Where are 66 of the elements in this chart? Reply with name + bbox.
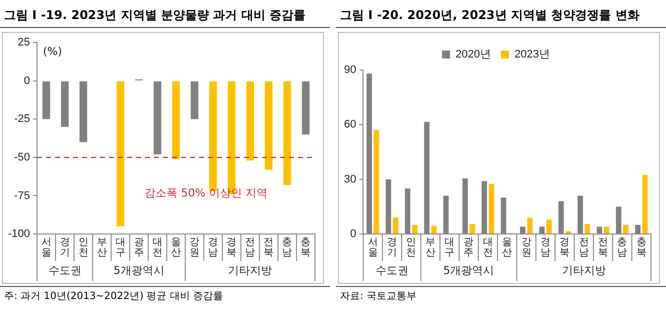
x-tick-label: 인천 [406, 237, 416, 258]
text: 5개광역시 [113, 264, 164, 277]
x-tick-label: 서울 [41, 237, 52, 258]
y-tick-label: 25 [18, 36, 30, 49]
legend-label: 2020년 [456, 48, 492, 61]
bar [546, 219, 552, 234]
y-tick-label: -50 [14, 151, 30, 164]
x-tick-label: 경남 [540, 237, 550, 258]
x-tick-label: 경기 [60, 237, 70, 258]
y-tick-label: -75 [14, 190, 30, 202]
bar [604, 226, 610, 234]
y-tick-label: 0 [350, 228, 356, 240]
bar [527, 218, 533, 234]
text: 기타지방 [228, 264, 272, 277]
legend-label: 2023년 [514, 48, 550, 61]
x-tick-label: 대전 [152, 237, 162, 258]
x-tick-label: 강원 [521, 237, 532, 258]
bar [392, 218, 398, 234]
bar [374, 130, 380, 234]
x-tick-label: 대전 [482, 237, 493, 258]
x-tick-label: 경기 [387, 237, 398, 258]
text: 자료: 국토교통부 [336, 287, 666, 305]
bar [488, 184, 494, 234]
chart-title: 그림 I -19. 2023년 지역별 분양물량 과거 대비 증감률 [0, 4, 330, 28]
bar [584, 224, 590, 234]
y-tick-label: 0 [24, 74, 30, 87]
x-tick-label: 강원 [190, 237, 200, 258]
y-axis-title: (%) [43, 44, 62, 58]
x-tick-label: 대구 [115, 237, 126, 258]
x-tick-label: 광주 [134, 237, 144, 258]
x-tick-label: 전북 [598, 237, 608, 258]
text: 수도권 [376, 264, 409, 277]
bar [642, 174, 648, 234]
x-tick-label: 경북 [226, 237, 237, 258]
x-tick-label: 대구 [444, 237, 455, 258]
text: 5개광역시 [443, 264, 494, 277]
chart-title: 그림 I -20. 2020년, 2023년 지역별 청약경쟁률 변화 [336, 4, 666, 28]
x-tick-label: 경남 [208, 237, 218, 258]
x-tick-label: 충남 [617, 237, 628, 258]
x-tick-label: 서울 [368, 237, 378, 258]
y-tick-label: -100 [8, 228, 30, 240]
x-tick-label: 울산 [171, 237, 182, 258]
x-tick-label: 인천 [78, 237, 88, 258]
y-tick-label: 60 [344, 118, 356, 131]
x-tick-label: 충북 [636, 237, 646, 258]
x-tick-label: 전남 [578, 237, 589, 258]
text: 수도권 [48, 264, 82, 277]
x-tick-label: 전남 [245, 237, 256, 258]
bar [623, 224, 629, 234]
x-tick-label: 부산 [425, 237, 436, 258]
x-tick-label: 경북 [560, 237, 570, 258]
text: 기타지방 [562, 264, 606, 277]
text: 주: 과거 10년(2013~2022년) 평균 대비 증감률 [0, 287, 330, 305]
x-tick-label: 광주 [464, 237, 474, 258]
x-tick-label: 울산 [502, 237, 512, 258]
y-tick-label: -25 [14, 113, 30, 126]
x-tick-label: 전북 [264, 237, 274, 258]
ref-line-label: 감소폭 50% 이상인 지역 [144, 186, 268, 200]
x-tick-label: 부산 [96, 237, 107, 258]
y-tick-label: 30 [344, 173, 356, 186]
bar [431, 226, 437, 234]
bar [412, 224, 418, 234]
y-tick-label: 90 [344, 64, 356, 76]
x-tick-label: 충북 [300, 237, 311, 258]
bar [470, 224, 476, 234]
x-tick-label: 충남 [282, 237, 292, 258]
